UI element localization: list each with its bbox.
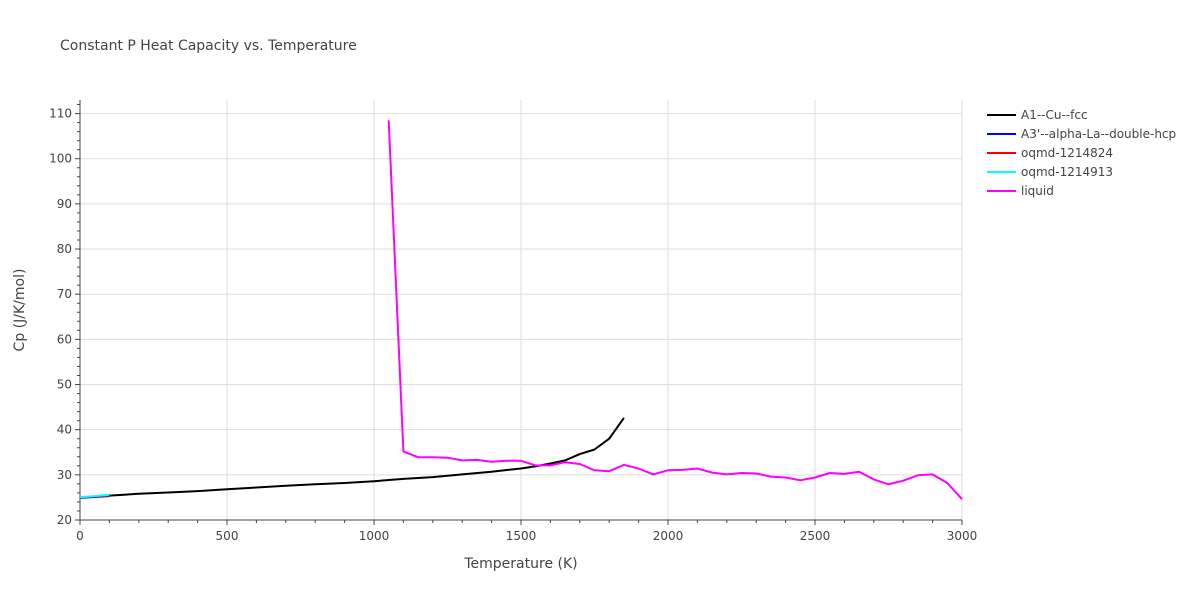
x-tick-label: 3000 [947, 529, 978, 543]
legend-item-a3-alpha-la-double-hcp[interactable]: A3'--alpha-La--double-hcp [987, 127, 1176, 141]
grid [80, 100, 963, 520]
legend-item-liquid[interactable]: liquid [987, 184, 1054, 198]
y-tick-label: 30 [57, 468, 72, 482]
y-tick-label: 110 [49, 107, 72, 121]
x-tick-label: 2500 [800, 529, 831, 543]
y-tick-label: 80 [57, 242, 72, 256]
axes: 0 500 1000 1500 2000 2500 3000 20 30 40 50 60 70 80 90… [49, 100, 977, 543]
chart-title: Constant P Heat Capacity vs. Temperature [60, 38, 357, 54]
y-tick-label: 90 [57, 197, 72, 211]
legend-item-oqmd-1214913[interactable]: oqmd-1214913 [987, 165, 1113, 179]
x-axis-title: Temperature (K) [463, 556, 577, 572]
y-tick-label: 20 [57, 513, 72, 527]
legend-label: A1--Cu--fcc [1021, 108, 1088, 122]
y-tick-label: 70 [57, 287, 72, 301]
series-line-oqmd-1214913 [79, 493, 110, 499]
y-tick-label: 40 [57, 423, 72, 437]
legend-label: oqmd-1214913 [1021, 165, 1113, 179]
x-tick-label: 1500 [506, 529, 537, 543]
legend-item-oqmd-1214824[interactable]: oqmd-1214824 [987, 146, 1113, 160]
y-tick-label: 60 [57, 332, 72, 346]
y-tick-label: 50 [57, 378, 72, 392]
x-tick-label: 2000 [653, 529, 684, 543]
x-tick-label: 0 [76, 529, 84, 543]
x-tick-label: 1000 [359, 529, 390, 543]
legend-label: oqmd-1214824 [1021, 146, 1113, 160]
y-axis-title: Cp (J/K/mol) [12, 269, 28, 352]
series-lines [79, 120, 963, 500]
legend-item-a1-cu-fcc[interactable]: A1--Cu--fcc [987, 108, 1088, 122]
y-tick-label: 100 [49, 152, 72, 166]
series-line-liquid [387, 120, 963, 500]
legend[interactable]: A1--Cu--fcc A3'--alpha-La--double-hcp oqmd… [987, 108, 1176, 198]
legend-label: liquid [1021, 184, 1054, 198]
series-line-a1-cu-fcc [79, 417, 625, 499]
x-tick-label: 500 [216, 529, 239, 543]
legend-label: A3'--alpha-La--double-hcp [1021, 127, 1176, 141]
